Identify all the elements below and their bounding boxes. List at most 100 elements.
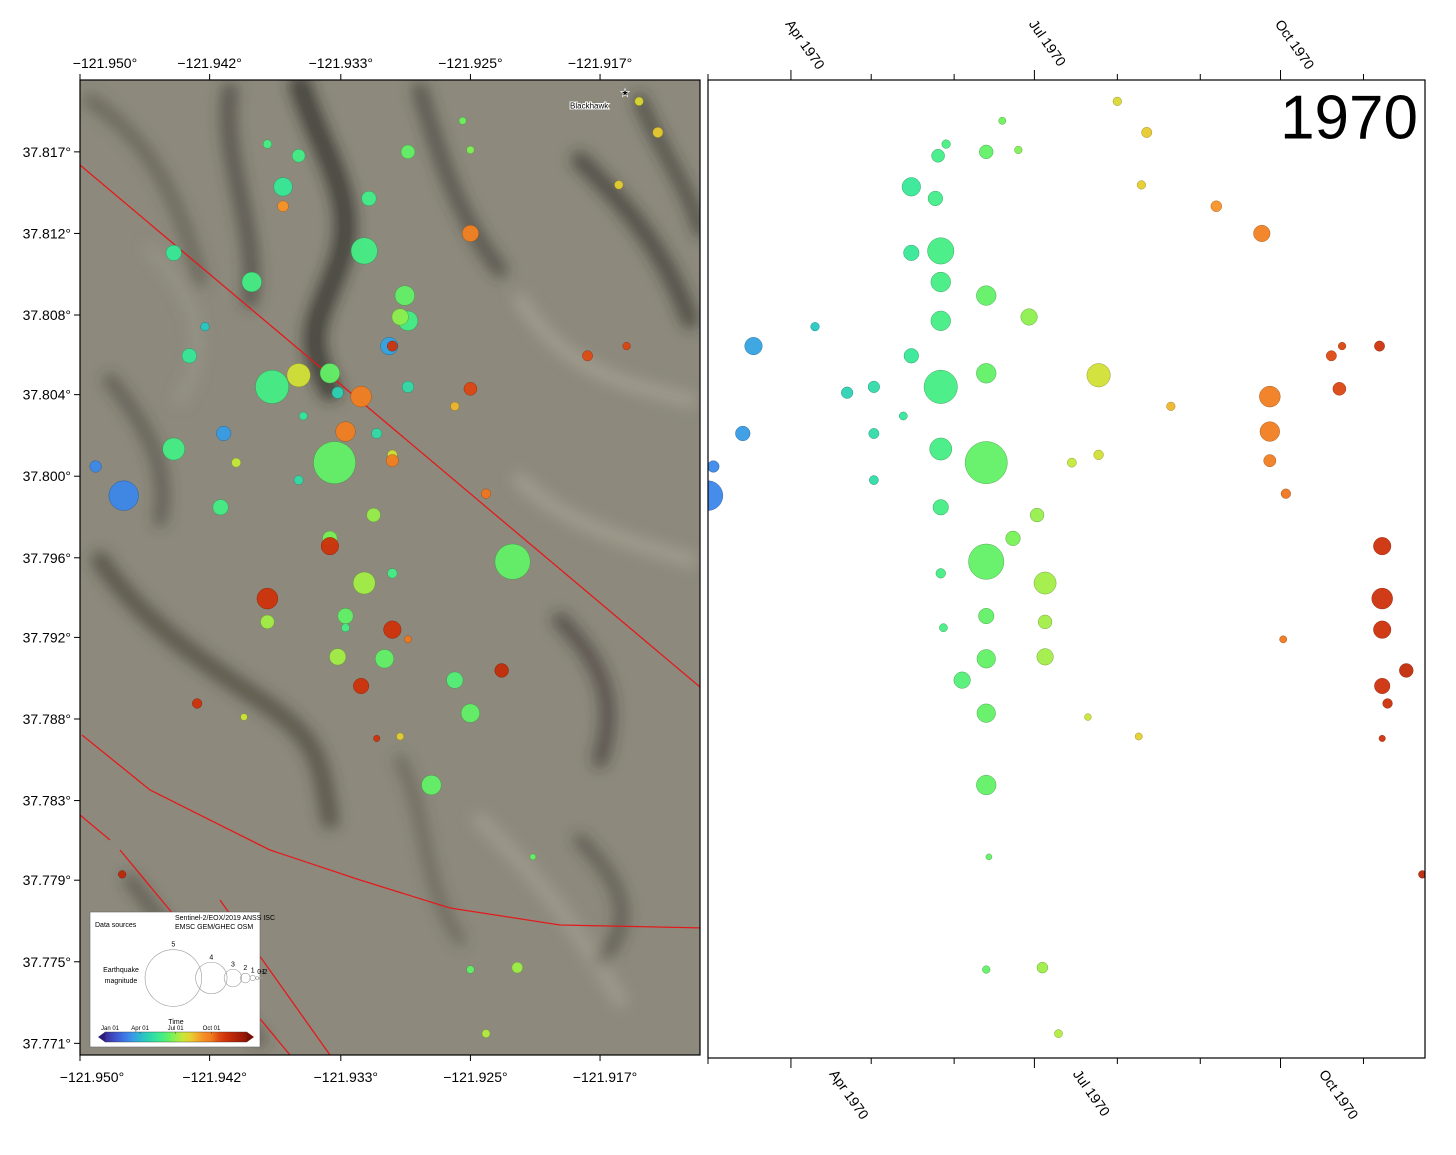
legend-size-label: 5 bbox=[171, 942, 175, 949]
timeline-event bbox=[1054, 1029, 1063, 1038]
map-event bbox=[463, 382, 478, 396]
map-event bbox=[331, 386, 344, 399]
timeline-event bbox=[930, 271, 951, 293]
map-event bbox=[352, 571, 376, 595]
map-event bbox=[181, 348, 197, 364]
timeline-event bbox=[1371, 587, 1393, 610]
x-tick-label: −121.950° bbox=[73, 55, 137, 71]
x-tick-label: −121.942° bbox=[182, 1069, 246, 1085]
map-event bbox=[293, 475, 304, 485]
timeline-event bbox=[1141, 127, 1153, 138]
x-tick-label: Oct 1970 bbox=[1272, 17, 1318, 73]
legend-size-title: magnitude bbox=[105, 978, 138, 985]
timeline-event bbox=[1326, 350, 1337, 362]
timeline-event bbox=[1338, 342, 1347, 351]
y-tick-label: 37.808° bbox=[23, 307, 71, 323]
timeline-event bbox=[1134, 732, 1143, 741]
legend-size-label: 0 bbox=[257, 969, 261, 976]
map-frame bbox=[79, 79, 701, 1056]
map-event bbox=[241, 271, 262, 293]
timeline-event bbox=[1378, 734, 1386, 742]
map-event bbox=[396, 732, 404, 741]
legend-size bbox=[261, 977, 264, 979]
timeline-event bbox=[930, 310, 951, 331]
map-event bbox=[192, 698, 203, 709]
map-event bbox=[375, 649, 395, 669]
timeline-event bbox=[1374, 677, 1391, 694]
map-event bbox=[313, 441, 356, 484]
map-event bbox=[529, 853, 537, 861]
map-event bbox=[291, 149, 306, 163]
y-tick-label: 37.788° bbox=[23, 711, 71, 727]
map-event bbox=[329, 648, 347, 666]
timeline-event bbox=[1093, 449, 1104, 460]
map-event bbox=[337, 608, 354, 625]
legend-size-label: -1 bbox=[259, 969, 265, 976]
timeline-event bbox=[1029, 507, 1045, 523]
legend-source: EMSC GEM/GHEC OSM bbox=[175, 924, 253, 931]
map-event bbox=[652, 127, 664, 138]
timeline-event bbox=[868, 428, 880, 439]
legend-size-label: 3 bbox=[231, 961, 235, 968]
timeline-event bbox=[985, 853, 993, 861]
colorbar-label: Apr 01 bbox=[131, 1026, 149, 1032]
map-event bbox=[256, 587, 279, 610]
y-tick-label: 37.771° bbox=[23, 1035, 71, 1051]
timeline-event bbox=[841, 386, 854, 399]
map-event bbox=[366, 507, 381, 523]
timeline-event bbox=[979, 144, 994, 159]
map-event bbox=[387, 568, 398, 579]
map-event bbox=[341, 623, 350, 632]
timeline-frame bbox=[707, 79, 1426, 1059]
timeline-event bbox=[1373, 620, 1392, 639]
legend-source: Sentinel-2/EOX/2019 ANSS ISC bbox=[175, 915, 275, 922]
map-event bbox=[400, 144, 416, 159]
x-tick-label: −121.950° bbox=[60, 1069, 124, 1085]
map-event bbox=[361, 190, 377, 207]
timeline-bg bbox=[708, 80, 1425, 1058]
timeline-event bbox=[1166, 401, 1176, 411]
map-event bbox=[350, 237, 378, 265]
timeline-events bbox=[708, 96, 1425, 1038]
legend-size-label: -2 bbox=[261, 969, 267, 976]
map-event bbox=[231, 457, 241, 468]
timeline-event bbox=[903, 244, 920, 261]
timeline-event bbox=[1332, 382, 1347, 396]
timeline-event bbox=[1373, 537, 1392, 556]
timeline-event bbox=[1210, 200, 1222, 212]
timeline-event bbox=[932, 499, 949, 516]
timeline-event bbox=[869, 475, 879, 485]
timeline-event bbox=[1418, 870, 1425, 879]
timeline-event bbox=[1374, 340, 1385, 352]
x-tick-label: −121.925° bbox=[443, 1069, 507, 1085]
timeline-event bbox=[735, 425, 751, 442]
timeline-event bbox=[708, 480, 724, 511]
legend-size bbox=[255, 976, 259, 980]
timeline-event bbox=[903, 348, 919, 364]
colorbar bbox=[104, 1031, 248, 1043]
timeline-event bbox=[939, 623, 948, 632]
map-event bbox=[320, 537, 339, 556]
timeline-event bbox=[935, 568, 946, 579]
timeline-title: 1970 bbox=[1280, 83, 1418, 152]
timeline-event bbox=[867, 380, 880, 393]
timeline-event bbox=[1005, 530, 1021, 546]
y-tick-label: 37.783° bbox=[23, 793, 71, 809]
timeline-event bbox=[964, 441, 1008, 484]
x-tick-label: Oct 1970 bbox=[1316, 1067, 1362, 1123]
map-event bbox=[391, 308, 409, 326]
colorbar-arrow bbox=[98, 1032, 105, 1042]
legend-size-label: 4 bbox=[209, 954, 213, 961]
timeline-event bbox=[1086, 363, 1111, 388]
map-event bbox=[350, 385, 372, 408]
timeline-event bbox=[1020, 308, 1038, 326]
map-event bbox=[450, 401, 460, 411]
map-event bbox=[299, 411, 308, 421]
timeline-event bbox=[976, 285, 997, 306]
timeline-event bbox=[1259, 421, 1280, 442]
timeline-event bbox=[1014, 145, 1023, 154]
timeline-event bbox=[1253, 224, 1271, 242]
timeline-event bbox=[1279, 635, 1288, 644]
map-event bbox=[286, 363, 311, 388]
